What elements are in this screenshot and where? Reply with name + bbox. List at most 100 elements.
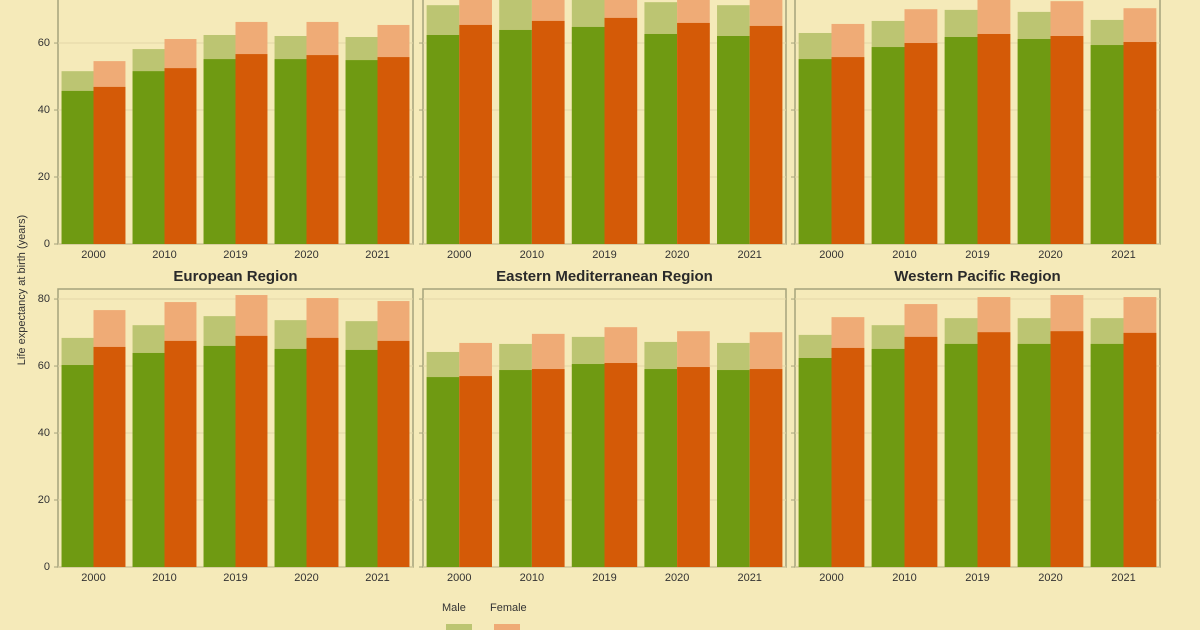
x-tick-label: 2010 — [152, 572, 176, 584]
inner-bar — [61, 365, 94, 567]
inner-bar — [531, 369, 565, 567]
legend-label: Female — [490, 602, 527, 614]
inner-bar — [831, 57, 865, 245]
x-tick-label: 2021 — [737, 572, 761, 584]
x-tick-label: 2021 — [365, 572, 389, 584]
panel-title: Eastern Mediterranean Region — [496, 268, 713, 285]
inner-bar — [604, 17, 638, 244]
inner-bar — [904, 336, 938, 567]
inner-bar — [871, 47, 905, 244]
x-tick-label: 2019 — [592, 249, 616, 261]
x-tick-label: 2019 — [592, 572, 616, 584]
x-tick-label: 2010 — [520, 249, 544, 261]
y-tick-label: 0 — [44, 561, 50, 573]
inner-bar — [749, 369, 783, 567]
y-tick-label: 60 — [38, 360, 50, 372]
inner-bar — [717, 370, 750, 567]
x-tick-label: 2000 — [447, 572, 471, 584]
inner-bar — [644, 33, 678, 245]
inner-bar — [93, 346, 126, 567]
inner-bar — [1090, 343, 1124, 567]
inner-bar — [377, 340, 410, 567]
x-tick-label: 2010 — [152, 249, 176, 261]
inner-bar — [571, 26, 605, 245]
inner-bar — [1050, 331, 1084, 567]
inner-bar — [164, 340, 197, 567]
inner-bar — [235, 54, 268, 244]
inner-bar — [274, 348, 307, 567]
x-tick-label: 2000 — [447, 249, 471, 261]
legend-swatch — [494, 624, 520, 630]
inner-bar — [459, 24, 492, 244]
x-tick-label: 2021 — [1111, 249, 1135, 261]
x-tick-label: 2010 — [892, 249, 916, 261]
inner-bar — [499, 370, 532, 567]
x-tick-label: 2020 — [294, 572, 318, 584]
inner-bar — [1123, 332, 1157, 567]
x-tick-label: 2020 — [665, 249, 689, 261]
x-tick-label: 2020 — [294, 249, 318, 261]
inner-bar — [61, 90, 94, 245]
x-tick-label: 2021 — [1111, 572, 1135, 584]
x-tick-label: 2021 — [365, 249, 389, 261]
legend-swatch — [446, 624, 472, 630]
x-tick-label: 2019 — [223, 249, 247, 261]
inner-bar — [604, 363, 638, 567]
inner-bar — [798, 357, 832, 567]
inner-bar — [904, 43, 938, 244]
x-tick-label: 2020 — [1038, 572, 1062, 584]
inner-bar — [944, 343, 978, 567]
x-tick-label: 2010 — [892, 572, 916, 584]
inner-bar — [306, 337, 339, 567]
x-tick-label: 2019 — [965, 572, 989, 584]
y-tick-label: 40 — [38, 427, 50, 439]
inner-bar — [571, 364, 605, 567]
inner-bar — [1050, 36, 1084, 244]
inner-bar — [93, 86, 126, 244]
inner-bar — [164, 68, 197, 245]
inner-bar — [274, 59, 307, 245]
x-tick-label: 2000 — [819, 249, 843, 261]
x-tick-label: 2000 — [819, 572, 843, 584]
inner-bar — [749, 25, 783, 244]
panel-title: European Region — [173, 268, 297, 285]
inner-bar — [944, 37, 978, 244]
inner-bar — [977, 33, 1011, 245]
inner-bar — [345, 349, 378, 567]
inner-bar — [831, 347, 865, 567]
panel-title: Western Pacific Region — [894, 268, 1060, 285]
inner-bar — [717, 36, 750, 244]
x-tick-label: 2020 — [1038, 249, 1062, 261]
inner-bar — [235, 335, 268, 567]
y-tick-label: 60 — [38, 37, 50, 49]
inner-bar — [644, 369, 678, 567]
inner-bar — [459, 376, 492, 567]
y-tick-label: 20 — [38, 494, 50, 506]
y-tick-label: 0 — [44, 238, 50, 250]
inner-bar — [677, 22, 710, 244]
inner-bar — [426, 377, 460, 567]
inner-bar — [1017, 343, 1051, 567]
inner-bar — [531, 20, 565, 245]
inner-bar — [977, 332, 1011, 567]
inner-bar — [132, 352, 165, 567]
x-tick-label: 2021 — [737, 249, 761, 261]
inner-bar — [426, 34, 460, 244]
inner-bar — [1017, 39, 1051, 244]
inner-bar — [377, 57, 410, 245]
legend-label: Male — [442, 602, 466, 614]
x-tick-label: 2000 — [81, 249, 105, 261]
inner-bar — [306, 55, 339, 244]
y-tick-label: 80 — [38, 293, 50, 305]
inner-bar — [871, 348, 905, 567]
inner-bar — [677, 367, 710, 567]
inner-bar — [798, 59, 832, 245]
inner-bar — [345, 60, 378, 244]
x-tick-label: 2000 — [81, 572, 105, 584]
inner-bar — [1090, 45, 1124, 245]
x-tick-label: 2019 — [223, 572, 247, 584]
inner-bar — [499, 29, 532, 244]
y-tick-label: 40 — [38, 104, 50, 116]
